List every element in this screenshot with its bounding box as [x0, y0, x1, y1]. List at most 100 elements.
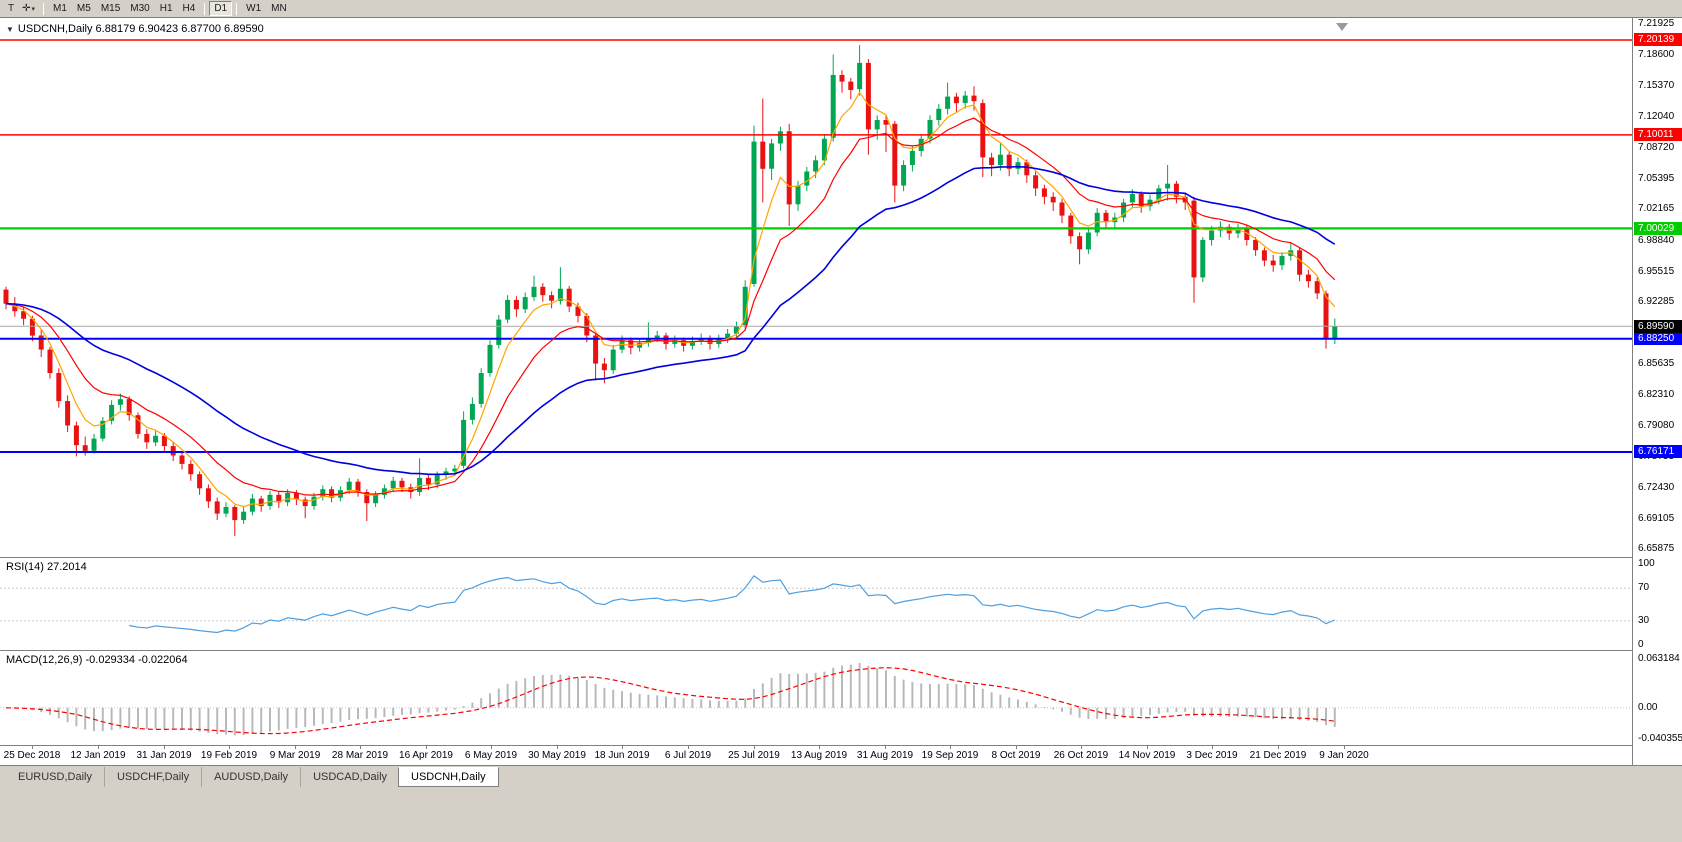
date-tick — [885, 746, 886, 749]
timeframe-button-w1[interactable]: W1 — [246, 3, 262, 14]
current-price-label: 6.89590 — [1634, 320, 1682, 333]
rsi-tick-label: 0 — [1638, 639, 1644, 650]
date-label: 25 Dec 2018 — [3, 750, 61, 761]
date-label: 31 Aug 2019 — [856, 750, 914, 761]
date-tick — [622, 746, 623, 749]
date-label: 18 Jun 2019 — [594, 750, 650, 761]
macd-canvas[interactable] — [0, 651, 1632, 745]
price-tick-label: 7.02165 — [1638, 203, 1675, 214]
open-value: 6.88179 — [95, 23, 136, 35]
rsi-canvas[interactable] — [0, 558, 1632, 650]
date-tick — [1081, 746, 1082, 749]
timeframe-button-h4[interactable]: H4 — [182, 3, 196, 14]
date-label: 30 May 2019 — [528, 750, 586, 761]
tab-usdcnh-daily[interactable]: USDCNH,Daily — [398, 767, 499, 787]
date-tick — [1147, 746, 1148, 749]
timeframe-button-m1[interactable]: M1 — [53, 3, 67, 14]
text-tool-button[interactable]: T — [4, 1, 18, 16]
rsi-panel-splitter[interactable] — [0, 556, 1632, 559]
date-label: 9 Jan 2020 — [1319, 750, 1369, 761]
macd-tick-label: -0.040355 — [1638, 733, 1682, 744]
date-label: 19 Feb 2019 — [200, 750, 258, 761]
toolbar: T ✛ ▾ M1 M5 M15 M30 H1 H4 D1 W1 MN — [0, 0, 1682, 18]
price-tick-label: 6.95515 — [1638, 266, 1675, 277]
date-tick — [32, 746, 33, 749]
date-label: 26 Oct 2019 — [1053, 750, 1109, 761]
date-label: 31 Jan 2019 — [136, 750, 192, 761]
price-tick-label: 7.21925 — [1638, 18, 1675, 29]
price-tick-label: 6.79080 — [1638, 420, 1675, 431]
timeframe-button-d1[interactable]: D1 — [209, 1, 233, 16]
toolbar-separator — [236, 2, 238, 15]
date-tick — [426, 746, 427, 749]
tab-audusd-daily[interactable]: AUDUSD,Daily — [201, 767, 300, 787]
timeframe-button-h1[interactable]: H1 — [159, 3, 173, 14]
price-tick-label: 6.72430 — [1638, 482, 1675, 493]
ohlc-info-line: ▼ USDCNH,Daily 6.88179 6.90423 6.87700 6.… — [6, 23, 264, 35]
rsi-label: RSI(14) 27.2014 — [6, 561, 87, 573]
date-label: 25 Jul 2019 — [728, 750, 780, 761]
date-label: 14 Nov 2019 — [1118, 750, 1176, 761]
tab-eurusd-daily[interactable]: EURUSD,Daily — [18, 771, 92, 783]
timeframe-button-group: M1 M5 M15 M30 H1 H4 D1 W1 MN — [48, 1, 292, 16]
tab-usdchf-daily[interactable]: USDCHF,Daily — [103, 767, 201, 787]
date-tick — [819, 746, 820, 749]
hline-price-label: 7.10011 — [1634, 128, 1682, 141]
timeframe-button-m5[interactable]: M5 — [76, 3, 91, 14]
rsi-value: 27.2014 — [46, 561, 87, 573]
hline-price-label: 6.88250 — [1634, 332, 1682, 345]
macd-tick-label: 0.063184 — [1638, 653, 1680, 664]
date-tick — [557, 746, 558, 749]
toolbar-separator — [204, 2, 206, 15]
date-label: 8 Oct 2019 — [991, 750, 1041, 761]
date-label: 13 Aug 2019 — [790, 750, 848, 761]
macd-label: MACD(12,26,9) -0.029334 -0.022064 — [6, 654, 188, 666]
tab-usdcad-daily[interactable]: USDCAD,Daily — [300, 767, 399, 787]
high-value: 6.90423 — [138, 23, 179, 35]
date-tick — [491, 746, 492, 749]
date-axis[interactable]: 25 Dec 2018 12 Jan 2019 31 Jan 2019 19 Feb … — [0, 745, 1632, 765]
main-chart-panel: ▼ USDCNH,Daily 6.88179 6.90423 6.87700 6.… — [0, 18, 1632, 557]
price-tick-label: 6.85635 — [1638, 358, 1675, 369]
price-tick-label: 7.12040 — [1638, 111, 1675, 122]
price-tick-label: 6.65875 — [1638, 543, 1675, 554]
price-tick-label: 7.05395 — [1638, 173, 1675, 184]
chart-tab-strip: EURUSD,Daily USDCHF,Daily AUDUSD,Daily USDC… — [0, 765, 1682, 842]
scroll-to-end-marker — [1336, 23, 1348, 31]
date-tick — [950, 746, 951, 749]
rsi-tick-label: 70 — [1638, 582, 1650, 593]
price-tick-label: 7.18600 — [1638, 49, 1675, 60]
date-tick — [360, 746, 361, 749]
price-tick-label: 6.69105 — [1638, 513, 1675, 524]
date-label: 9 Mar 2019 — [269, 750, 321, 761]
date-label: 19 Sep 2019 — [921, 750, 979, 761]
rsi-tick-label: 30 — [1638, 615, 1650, 626]
date-tick — [1278, 746, 1279, 749]
chevron-down-icon: ▾ — [31, 5, 36, 13]
hline-price-label: 7.00029 — [1634, 222, 1682, 235]
price-chart-canvas[interactable] — [0, 18, 1632, 557]
date-tick — [1344, 746, 1345, 749]
date-tick — [754, 746, 755, 749]
price-axis[interactable]: 7.21925 7.18600 7.15370 7.12040 7.08720 7.053… — [1632, 18, 1682, 765]
macd-panel-splitter[interactable] — [0, 649, 1632, 652]
chart-tab-bar: EURUSD,Daily USDCHF,Daily AUDUSD,Daily USDC… — [6, 767, 499, 787]
crosshair-tool-button[interactable]: ✛ ▾ — [18, 1, 39, 16]
chart-symbol-label: USDCNH,Daily — [17, 23, 93, 35]
macd-values: -0.029334 -0.022064 — [85, 654, 188, 666]
date-tick — [1016, 746, 1017, 749]
date-tick — [98, 746, 99, 749]
rsi-tick-label: 100 — [1638, 558, 1655, 569]
timeframe-button-m30[interactable]: M30 — [130, 3, 150, 14]
date-tick — [688, 746, 689, 749]
timeframe-button-m15[interactable]: M15 — [100, 3, 121, 14]
date-tick — [295, 746, 296, 749]
price-tick-label: 6.92285 — [1638, 296, 1675, 307]
toolbar-separator — [43, 2, 45, 15]
collapse-arrow-icon: ▼ — [6, 25, 14, 34]
macd-tick-label: 0.00 — [1638, 702, 1658, 713]
price-tick-label: 6.82310 — [1638, 389, 1675, 400]
date-label: 16 Apr 2019 — [399, 750, 453, 761]
timeframe-button-mn[interactable]: MN — [271, 3, 287, 14]
macd-panel: MACD(12,26,9) -0.029334 -0.022064 — [0, 650, 1632, 745]
